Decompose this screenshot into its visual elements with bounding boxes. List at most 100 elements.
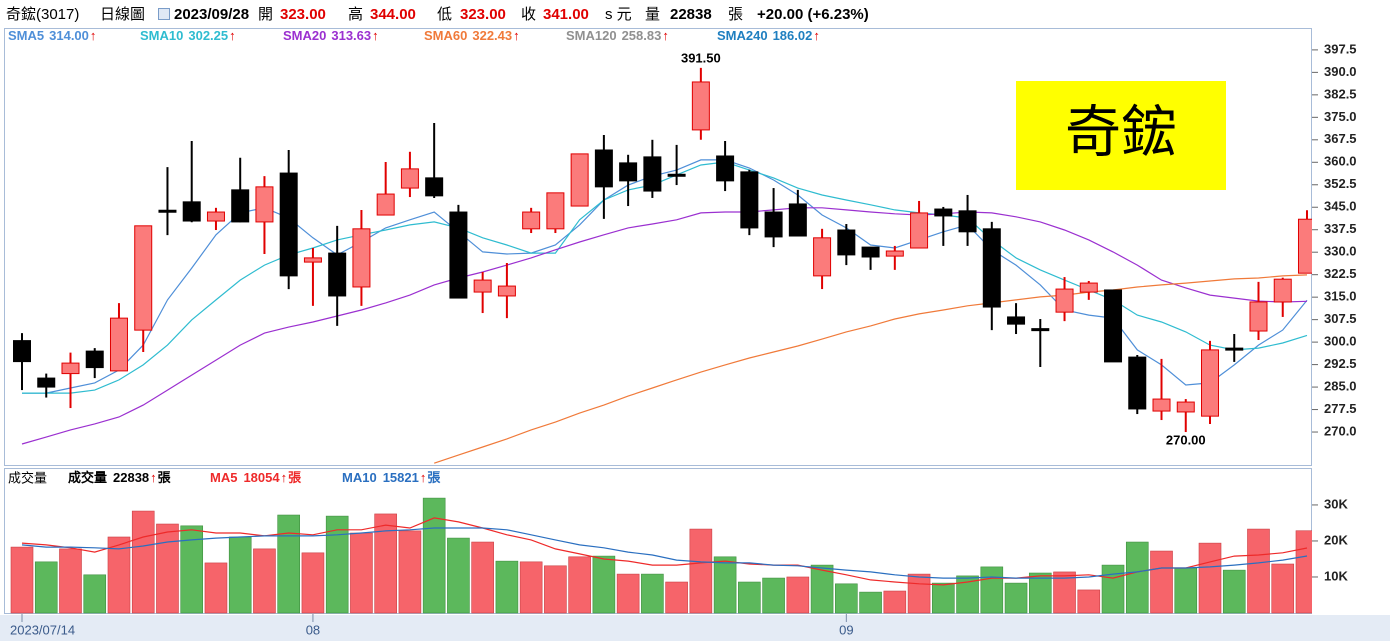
y-tick-label: 285.0 <box>1324 379 1357 394</box>
checkbox[interactable] <box>158 8 170 20</box>
volume-bar <box>665 581 688 614</box>
candle-body <box>1249 301 1268 332</box>
candle-body <box>328 252 347 297</box>
legend-item: SMA120 258.83↑ <box>566 28 669 43</box>
legend-value: 18054 <box>243 470 280 485</box>
legend-unit: 張 <box>427 470 441 485</box>
volume-bar <box>519 561 543 614</box>
volume-plot <box>10 497 1312 614</box>
volume-bar <box>1053 571 1076 614</box>
volume-bar <box>447 537 470 614</box>
legend-value: 313.63 <box>331 28 371 43</box>
volume-bar <box>1028 572 1052 614</box>
volume-bar <box>422 497 446 614</box>
y-tick-label: 352.5 <box>1324 176 1357 191</box>
volume-bar <box>786 576 810 614</box>
y-tick-label: 382.5 <box>1324 86 1357 101</box>
volume-bar <box>713 556 737 614</box>
candle-body <box>619 162 638 182</box>
x-axis-strip <box>0 615 1390 641</box>
legend-name: SMA120 <box>566 28 617 43</box>
candle-body <box>109 317 128 372</box>
field-unit: 張 <box>728 6 743 23</box>
candle-body <box>1079 282 1098 293</box>
volume-bar <box>544 565 567 614</box>
volume-bar <box>1150 550 1173 614</box>
volume-bar <box>1004 582 1028 614</box>
candle-body <box>813 237 832 277</box>
volume-bar <box>277 514 300 614</box>
volume-bar <box>835 583 858 614</box>
volume-bar <box>34 561 58 614</box>
volume-bar <box>859 591 882 614</box>
candle-body <box>764 211 783 238</box>
period: 日線圖 <box>100 6 145 23</box>
y-tick-label: 10K <box>1324 568 1348 583</box>
x-tick-label: 08 <box>306 622 320 637</box>
legend-name: SMA5 <box>8 28 44 43</box>
ma-line <box>434 274 1308 464</box>
candle-body <box>182 201 201 222</box>
volume-bar <box>180 525 204 614</box>
candle-body <box>1152 398 1171 412</box>
legend-trend: ↑ <box>281 470 288 485</box>
field-label: 開 <box>258 6 273 23</box>
y-tick-label: 270.0 <box>1324 423 1357 438</box>
candle-body <box>1201 349 1220 417</box>
candle-body <box>691 81 710 131</box>
volume-bar <box>1125 541 1149 614</box>
y-tick-label: 292.5 <box>1324 356 1357 371</box>
volume-bar <box>1247 528 1270 614</box>
candle-body <box>958 210 977 233</box>
candle-body <box>546 192 565 230</box>
legend-name: MA5 <box>210 470 237 485</box>
legend-name: SMA10 <box>140 28 183 43</box>
y-tick-label: 330.0 <box>1324 244 1357 259</box>
candle-body <box>279 172 298 277</box>
candle-body <box>473 279 492 293</box>
volume-bar <box>568 556 591 614</box>
volume-bar <box>738 581 761 614</box>
price-annotation: 270.00 <box>1166 432 1206 447</box>
date: 2023/09/28 <box>174 6 249 23</box>
volume-bar <box>59 548 82 614</box>
volume-bar <box>689 528 713 614</box>
volume-bar <box>932 582 955 614</box>
volume-bar <box>883 590 907 614</box>
volume-bar <box>398 530 422 614</box>
volume-title: 成交量 <box>8 470 47 485</box>
badge-text: 奇鋐 <box>1065 101 1177 166</box>
candle-body <box>885 250 904 257</box>
y-tick-label: 30K <box>1324 496 1348 511</box>
candle-body <box>1031 328 1050 332</box>
y-tick-label: 322.5 <box>1324 266 1357 281</box>
volume-bar <box>810 564 834 614</box>
field-label: 量 <box>645 6 660 23</box>
legend-item: SMA10 302.25↑ <box>140 28 236 43</box>
field-unit: s 元 <box>605 6 632 23</box>
candle-body <box>1273 278 1292 303</box>
badge-box <box>1016 81 1226 190</box>
legend-value: 186.02 <box>773 28 813 43</box>
candle-body <box>255 186 274 223</box>
y-tick-label: 307.5 <box>1324 311 1357 326</box>
legend-trend: ↑ <box>813 28 820 43</box>
candle-body <box>1104 289 1123 363</box>
legend-item: SMA5 314.00↑ <box>8 28 96 43</box>
volume-bar <box>1271 563 1295 614</box>
volume-bar <box>762 577 785 614</box>
volume-bar <box>301 552 325 614</box>
volume-bar <box>107 536 131 614</box>
candle-body <box>206 211 225 222</box>
candle-body <box>837 229 856 256</box>
field-label: 收 <box>521 6 536 23</box>
candle-body <box>231 189 250 223</box>
candle-body <box>85 350 104 369</box>
candle-body <box>716 155 735 182</box>
volume-bar <box>1174 567 1198 614</box>
legend-value: 15821 <box>383 470 419 485</box>
legend-item: SMA240 186.02↑ <box>717 28 820 43</box>
legend-trend: ↑ <box>90 28 97 43</box>
candle-body <box>352 228 371 288</box>
candle-body <box>667 173 686 177</box>
